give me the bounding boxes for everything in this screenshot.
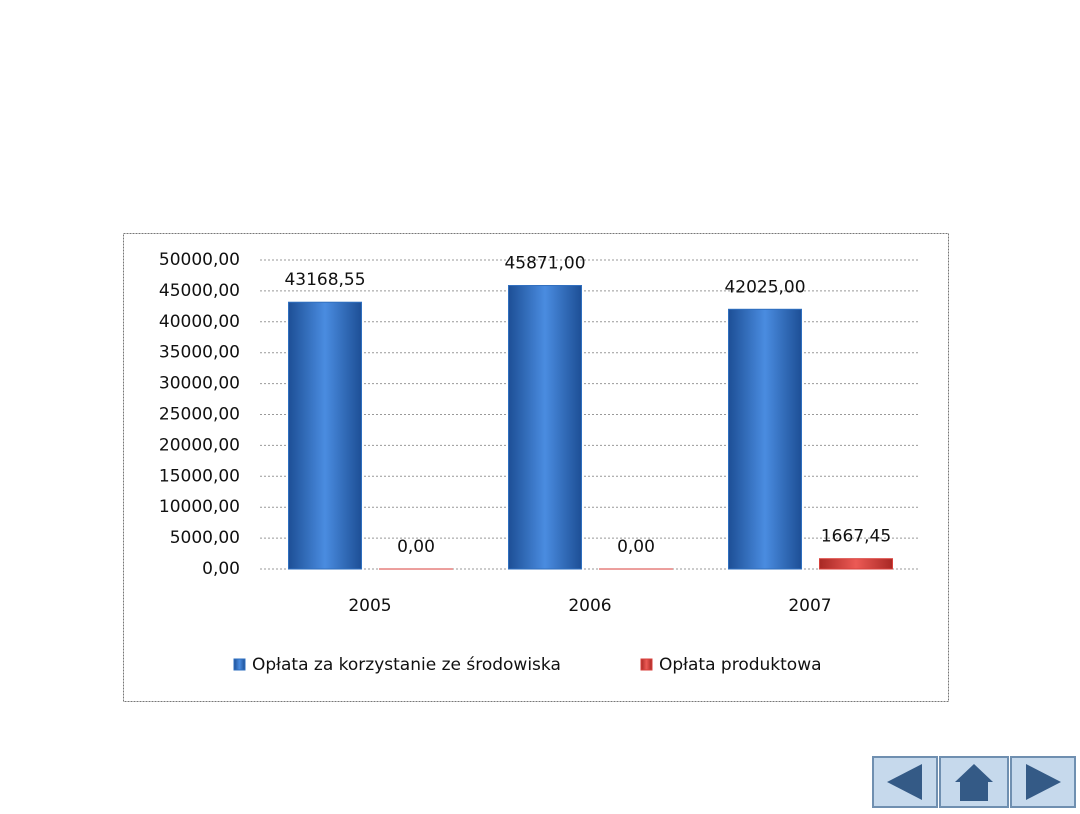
y-tick-label: 35000,00 [159,343,240,363]
data-label: 0,00 [397,537,435,557]
x-tick-label: 2006 [568,596,611,616]
y-tick-label: 5000,00 [170,528,240,548]
bar [820,559,893,569]
bar [509,286,582,569]
x-tick-label: 2005 [348,596,391,616]
data-label: 45871,00 [504,254,585,274]
nav-buttons [873,757,1075,807]
x-tick-label: 2007 [788,596,831,616]
data-label: 1667,45 [821,527,891,547]
legend-swatch [234,659,245,670]
y-tick-label: 0,00 [202,559,240,579]
legend-label: Opłata za korzystanie ze środowiska [252,655,561,675]
y-tick-label: 10000,00 [159,497,240,517]
next-button[interactable] [1011,757,1075,807]
prev-button[interactable] [873,757,937,807]
y-tick-label: 20000,00 [159,435,240,455]
legend-label: Opłata produktowa [659,655,822,675]
bar [289,302,362,569]
y-tick-label: 50000,00 [159,250,240,270]
home-button[interactable] [940,757,1008,807]
y-tick-label: 45000,00 [159,281,240,301]
legend-swatch [641,659,652,670]
data-label: 0,00 [617,537,655,557]
data-label: 43168,55 [284,270,365,290]
data-label: 42025,00 [724,277,805,297]
bar [729,309,802,569]
y-tick-label: 25000,00 [159,405,240,425]
y-tick-label: 30000,00 [159,374,240,394]
y-tick-label: 15000,00 [159,466,240,486]
y-tick-label: 40000,00 [159,312,240,332]
